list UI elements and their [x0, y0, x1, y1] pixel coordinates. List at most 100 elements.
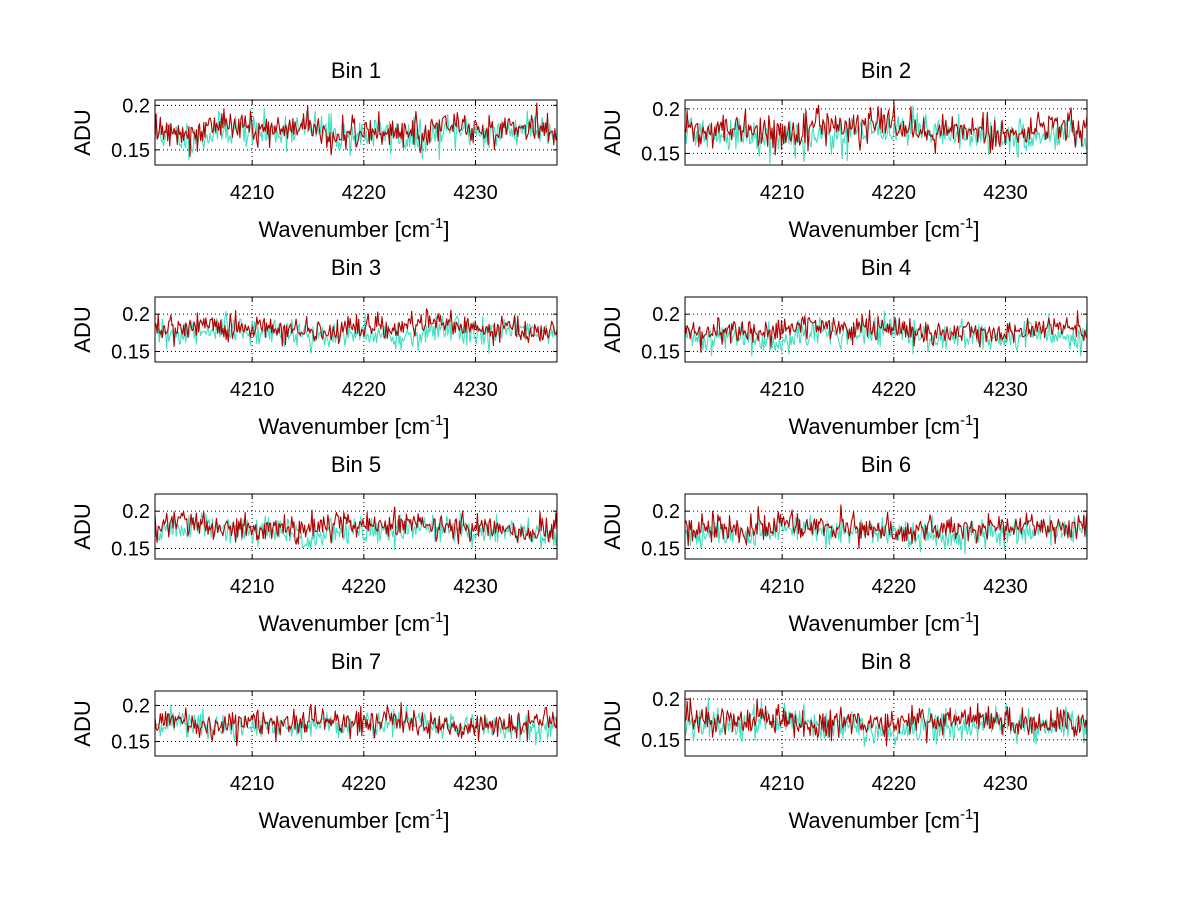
subplot-1: 4210 4220 4230 0.15 0.2 Bin 1 Wavenumber [cm-1…	[70, 58, 558, 242]
subplot-7: 4210 4220 4230 0.15 0.2 Bin 7 Wavenumber [cm-1…	[70, 649, 558, 833]
axes-frame	[154, 99, 558, 166]
subplot-6: 4210 4220 4230 0.15 0.2 Bin 6 Wavenumber [cm-1…	[600, 452, 1088, 636]
x-axis-label-sup: -1	[430, 412, 443, 429]
x-tick-label: 4220	[342, 773, 387, 795]
x-axis-label-sup: -1	[960, 412, 973, 429]
x-axis-label-main: Wavenumber [cm	[788, 217, 960, 242]
x-tick-label: 4230	[983, 379, 1028, 401]
data-series-2	[154, 506, 558, 545]
y-tick-label: 0.15	[641, 342, 680, 364]
x-axis-label-close: ]	[443, 808, 449, 833]
x-tick-label: 4210	[760, 379, 805, 401]
y-tick-label: 0.2	[652, 689, 680, 711]
subplot-title: Bin 5	[331, 452, 381, 477]
x-axis-label-close: ]	[973, 414, 979, 439]
y-tick-label: 0.15	[641, 730, 680, 752]
y-tick-label: 0.2	[652, 501, 680, 523]
subplot-5: 4210 4220 4230 0.15 0.2 Bin 5 Wavenumber [cm-1…	[70, 452, 558, 636]
x-axis-label-main: Wavenumber [cm	[258, 414, 430, 439]
y-tick-label: 0.2	[122, 304, 150, 326]
x-axis-label-close: ]	[973, 611, 979, 636]
x-axis-label-close: ]	[443, 611, 449, 636]
x-tick-label: 4210	[230, 576, 275, 598]
x-axis-label-main: Wavenumber [cm	[258, 217, 430, 242]
x-axis-label-close: ]	[973, 217, 979, 242]
x-axis-label-close: ]	[443, 414, 449, 439]
x-tick-label: 4220	[342, 379, 387, 401]
y-axis-label: ADU	[600, 109, 625, 155]
y-axis-label: ADU	[600, 503, 625, 549]
axes-frame	[154, 296, 558, 363]
x-axis-label-close: ]	[973, 808, 979, 833]
subplot-8: 4210 4220 4230 0.15 0.2 Bin 8 Wavenumber [cm-1…	[600, 649, 1088, 833]
x-tick-label: 4210	[760, 773, 805, 795]
y-tick-label: 0.2	[122, 501, 150, 523]
y-tick-label: 0.15	[111, 539, 150, 561]
x-axis-label: Wavenumber [cm-1]	[258, 609, 449, 636]
x-axis-label: Wavenumber [cm-1]	[788, 215, 979, 242]
y-axis-label: ADU	[70, 503, 95, 549]
x-axis-label-sup: -1	[430, 806, 443, 823]
y-tick-label: 0.2	[122, 95, 150, 117]
subplot-title: Bin 6	[861, 452, 911, 477]
x-axis-label: Wavenumber [cm-1]	[788, 609, 979, 636]
x-tick-label: 4220	[872, 379, 917, 401]
x-tick-label: 4210	[230, 379, 275, 401]
data-series-2	[154, 102, 558, 157]
x-axis-label: Wavenumber [cm-1]	[258, 412, 449, 439]
axes-frame	[684, 493, 1088, 560]
x-tick-label: 4210	[230, 182, 275, 204]
x-axis-label-main: Wavenumber [cm	[258, 808, 430, 833]
subplot-2: 4210 4220 4230 0.15 0.2 Bin 2 Wavenumber [cm-1…	[600, 58, 1088, 242]
y-axis-label: ADU	[70, 700, 95, 746]
data-series-2	[684, 504, 1088, 550]
x-tick-label: 4220	[342, 182, 387, 204]
y-tick-label: 0.15	[641, 539, 680, 561]
x-tick-label: 4220	[872, 773, 917, 795]
x-axis-label-sup: -1	[430, 215, 443, 232]
y-tick-label: 0.2	[652, 99, 680, 121]
x-tick-label: 4230	[983, 773, 1028, 795]
x-tick-label: 4210	[760, 576, 805, 598]
x-axis-label-main: Wavenumber [cm	[788, 611, 960, 636]
x-tick-label: 4230	[453, 576, 498, 598]
data-series-2	[684, 309, 1088, 353]
y-tick-label: 0.2	[652, 304, 680, 326]
x-axis-label: Wavenumber [cm-1]	[788, 806, 979, 833]
x-tick-label: 4220	[872, 576, 917, 598]
data-series-1	[684, 310, 1088, 357]
x-tick-label: 4230	[453, 182, 498, 204]
x-axis-label-sup: -1	[960, 806, 973, 823]
x-tick-label: 4230	[983, 576, 1028, 598]
y-axis-label: ADU	[70, 306, 95, 352]
data-series-1	[684, 105, 1088, 164]
x-axis-label-main: Wavenumber [cm	[788, 808, 960, 833]
subplot-title: Bin 4	[861, 255, 911, 280]
subplot-3: 4210 4220 4230 0.15 0.2 Bin 3 Wavenumber [cm-1…	[70, 255, 558, 439]
x-axis-label-close: ]	[443, 217, 449, 242]
subplot-title: Bin 2	[861, 58, 911, 83]
axes-frame	[684, 99, 1088, 166]
axes-frame	[154, 493, 558, 560]
y-axis-label: ADU	[70, 109, 95, 155]
data-series-2	[684, 102, 1088, 156]
y-tick-label: 0.15	[641, 143, 680, 165]
x-tick-label: 4210	[760, 182, 805, 204]
y-axis-label: ADU	[600, 700, 625, 746]
subplot-title: Bin 7	[331, 649, 381, 674]
subplot-title: Bin 1	[331, 58, 381, 83]
y-axis-label: ADU	[600, 306, 625, 352]
x-tick-label: 4230	[453, 379, 498, 401]
x-axis-label: Wavenumber [cm-1]	[788, 412, 979, 439]
x-tick-label: 4210	[230, 773, 275, 795]
x-axis-label-main: Wavenumber [cm	[258, 611, 430, 636]
x-axis-label-sup: -1	[960, 609, 973, 626]
x-tick-label: 4230	[983, 182, 1028, 204]
x-axis-label-main: Wavenumber [cm	[788, 414, 960, 439]
axes-frame	[684, 690, 1088, 757]
data-series-2	[684, 697, 1088, 747]
x-axis-label: Wavenumber [cm-1]	[258, 215, 449, 242]
y-tick-label: 0.15	[111, 342, 150, 364]
y-tick-label: 0.2	[122, 695, 150, 717]
